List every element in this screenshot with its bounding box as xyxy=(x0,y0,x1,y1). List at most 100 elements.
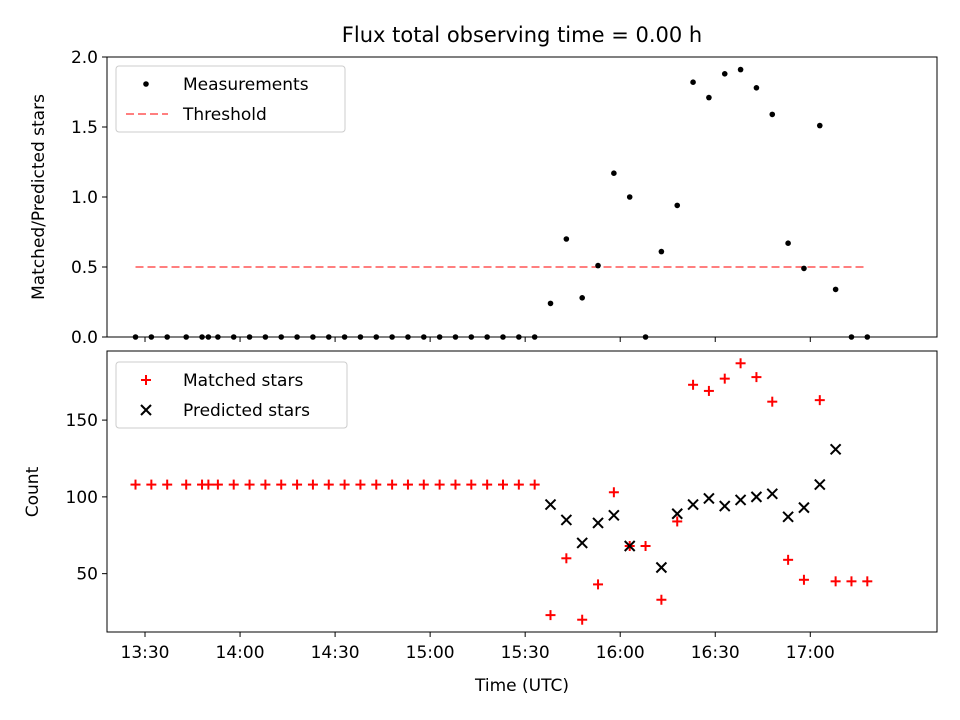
matched-star-point xyxy=(561,553,572,564)
matched-star-point xyxy=(735,358,746,369)
measurement-point xyxy=(721,71,728,77)
measurement-point xyxy=(373,334,380,340)
predicted-star-point xyxy=(608,509,620,522)
matched-star-point xyxy=(260,479,271,490)
matched-star-point xyxy=(593,579,604,590)
bottom-legend: Matched stars Predicted stars xyxy=(115,361,348,429)
matched-star-point xyxy=(656,594,667,605)
measurement-point xyxy=(642,334,649,340)
x-tick-label: 13:30 xyxy=(121,643,170,663)
measurement-point xyxy=(690,79,696,85)
matched-star-point xyxy=(513,479,524,490)
measurement-point xyxy=(595,262,601,269)
measurement-point xyxy=(753,85,760,91)
cross-b xyxy=(140,404,152,416)
measurement-point xyxy=(516,334,522,340)
measurement-point xyxy=(579,295,585,301)
measurement-point xyxy=(674,202,681,209)
cross-b xyxy=(655,561,668,574)
legend-measurement-marker xyxy=(143,81,149,87)
matched-star-point xyxy=(703,385,714,396)
cross-b xyxy=(750,491,763,503)
measurement-point xyxy=(215,334,221,340)
matched-star-point xyxy=(640,541,651,552)
cross-b xyxy=(814,478,826,491)
predicted-star-point xyxy=(576,537,588,549)
matched-star-point xyxy=(434,479,445,490)
predicted-star-point xyxy=(687,498,699,511)
measurement-point xyxy=(500,334,506,340)
bottom-plot-frame xyxy=(106,350,938,633)
bottom-y-tick-label: 150 xyxy=(66,411,98,431)
bottom-legend-frame xyxy=(115,361,348,429)
x-tick-label: 14:30 xyxy=(311,643,360,663)
predicted-star-point xyxy=(829,443,842,455)
matched-star-point xyxy=(402,479,413,490)
matched-star-point xyxy=(244,479,255,490)
cross-b xyxy=(544,498,557,511)
measurement-point xyxy=(183,334,189,340)
measurement-point xyxy=(420,334,427,340)
matched-star-point xyxy=(130,479,141,490)
bottom-y-tick-label: 50 xyxy=(76,565,98,585)
measurement-point xyxy=(132,334,139,340)
x-tick-label: 16:30 xyxy=(691,643,740,663)
matched-star-point xyxy=(228,479,239,490)
top-y-tick-label: 0.5 xyxy=(71,258,98,278)
matched-star-point xyxy=(387,479,398,490)
predicted-star-point xyxy=(655,561,668,574)
measurement-point xyxy=(832,286,839,293)
top-legend: Measurements Threshold xyxy=(115,65,346,133)
measurement-point xyxy=(769,111,776,118)
measurement-point xyxy=(468,334,475,340)
predicted-star-point xyxy=(544,498,557,511)
measurement-point xyxy=(230,334,237,340)
predicted-star-point xyxy=(560,514,573,526)
matched-star-point xyxy=(323,479,334,490)
predicted-star-point xyxy=(814,478,826,491)
bottom-y-tick-label: 100 xyxy=(66,488,98,508)
cross-b xyxy=(592,517,604,529)
measurement-point xyxy=(626,194,633,200)
measurement-point xyxy=(452,334,459,340)
predicted-star-point xyxy=(592,517,604,529)
matched-star-point xyxy=(688,379,699,390)
legend-predicted-marker xyxy=(140,404,152,416)
measurement-point xyxy=(205,334,212,340)
matched-star-point xyxy=(798,574,809,585)
bottom-ylabel: Count xyxy=(23,466,43,517)
matched-star-point xyxy=(608,487,619,498)
measurement-point xyxy=(737,66,744,73)
top-y-tick-label: 1.0 xyxy=(71,188,98,208)
measurement-point xyxy=(816,122,823,129)
matched-star-point xyxy=(162,479,173,490)
predicted-star-point xyxy=(750,491,763,503)
top-panel: 0.0 0.5 1.0 1.5 2.0 Measurements Threshold xyxy=(71,48,938,348)
matched-star-point xyxy=(355,479,366,490)
matched-star-point xyxy=(719,373,730,384)
cross-b xyxy=(734,494,747,506)
measurement-point xyxy=(611,170,617,176)
matched-star-point xyxy=(545,610,556,621)
matched-star-point xyxy=(672,516,683,527)
measurement-point xyxy=(405,334,411,340)
matched-star-point xyxy=(767,396,778,407)
matched-star-point xyxy=(814,395,825,406)
matched-star-point xyxy=(846,576,857,587)
measurement-point xyxy=(848,334,855,340)
measurement-point xyxy=(357,334,364,340)
matched-star-point xyxy=(307,479,318,490)
matched-star-point xyxy=(418,479,429,490)
cross-b xyxy=(687,498,699,511)
x-tick-label: 17:00 xyxy=(786,643,835,663)
top-y-tick-label: 2.0 xyxy=(71,48,98,68)
cross-b xyxy=(703,492,715,505)
top-y-tick-label: 0.0 xyxy=(71,328,98,348)
cross-b xyxy=(560,514,573,526)
matched-star-point xyxy=(783,554,794,565)
legend-matched-marker xyxy=(141,375,151,385)
matched-star-point xyxy=(529,479,540,490)
measurement-point xyxy=(706,94,712,101)
cross-b xyxy=(624,540,636,552)
